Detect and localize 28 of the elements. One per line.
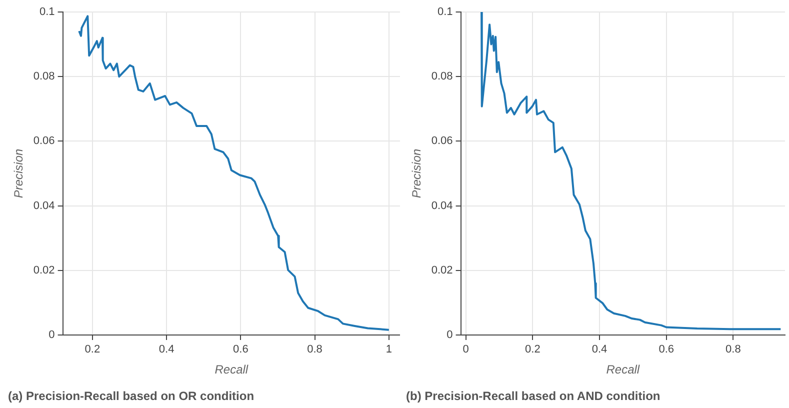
y-tick-label: 0	[48, 329, 55, 342]
x-axis-title: Recall	[214, 362, 248, 377]
y-tick-label: 0.06	[431, 135, 453, 148]
text: (b) Precision-Recall based on AND condition	[406, 389, 660, 404]
x-tick-label: 0.8	[726, 344, 741, 356]
x-tick-label: 0	[462, 344, 469, 356]
y-tick-label: 0.08	[431, 70, 453, 83]
x-tick-label: 0.4	[592, 344, 608, 356]
y-tick-label: 0.08	[33, 70, 55, 83]
x-tick-label: 0.6	[658, 344, 674, 356]
y-tick-label: 0	[446, 329, 453, 342]
x-tick-label: 1	[386, 344, 392, 356]
x-tick-label: 0.8	[307, 344, 322, 356]
y-axis-title: Precision	[410, 148, 424, 198]
x-tick-label: 0.2	[525, 344, 540, 356]
y-tick-label: 0.04	[431, 200, 453, 212]
x-tick-label: 0.6	[233, 344, 248, 356]
y-tick-label: 0.1	[438, 6, 453, 18]
x-tick-label: 0.2	[84, 344, 100, 356]
y-tick-label: 0.02	[33, 264, 55, 276]
y-tick-label: 0.04	[33, 200, 55, 212]
text: (a) Precision-Recall based on OR condition	[8, 389, 254, 404]
x-axis-title: Recall	[606, 362, 640, 377]
x-tick-label: 0.4	[158, 344, 174, 356]
y-tick-label: 0.06	[33, 135, 55, 148]
y-tick-label: 0.1	[40, 6, 55, 18]
y-tick-label: 0.02	[431, 264, 453, 276]
y-axis-title: Precision	[12, 148, 26, 198]
